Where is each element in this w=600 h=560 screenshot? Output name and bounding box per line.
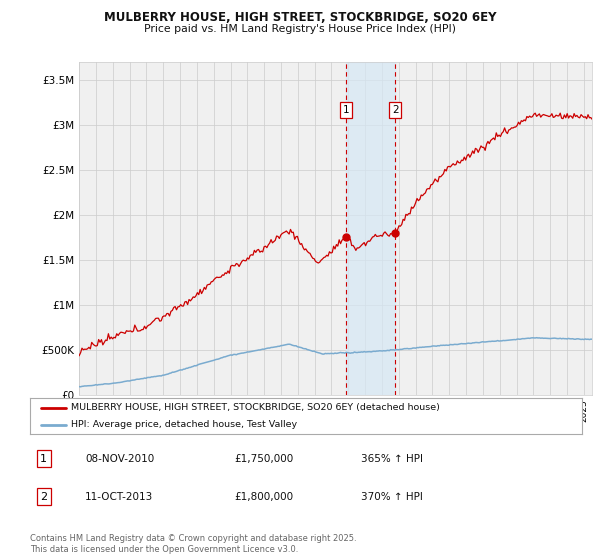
Text: 1: 1 [40, 454, 47, 464]
Text: 370% ↑ HPI: 370% ↑ HPI [361, 492, 423, 502]
Text: 11-OCT-2013: 11-OCT-2013 [85, 492, 154, 502]
Text: Price paid vs. HM Land Registry's House Price Index (HPI): Price paid vs. HM Land Registry's House … [144, 24, 456, 34]
Text: £1,750,000: £1,750,000 [234, 454, 293, 464]
Bar [346, 62, 395, 395]
Text: 365% ↑ HPI: 365% ↑ HPI [361, 454, 423, 464]
Text: £1,800,000: £1,800,000 [234, 492, 293, 502]
Text: 2: 2 [40, 492, 47, 502]
Text: MULBERRY HOUSE, HIGH STREET, STOCKBRIDGE, SO20 6EY (detached house): MULBERRY HOUSE, HIGH STREET, STOCKBRIDGE… [71, 403, 440, 412]
Text: Contains HM Land Registry data © Crown copyright and database right 2025.
This d: Contains HM Land Registry data © Crown c… [30, 534, 356, 554]
Text: HPI: Average price, detached house, Test Valley: HPI: Average price, detached house, Test… [71, 421, 298, 430]
Text: 1: 1 [343, 105, 349, 115]
Text: 2: 2 [392, 105, 398, 115]
Text: 08-NOV-2010: 08-NOV-2010 [85, 454, 154, 464]
Text: MULBERRY HOUSE, HIGH STREET, STOCKBRIDGE, SO20 6EY: MULBERRY HOUSE, HIGH STREET, STOCKBRIDGE… [104, 11, 496, 24]
